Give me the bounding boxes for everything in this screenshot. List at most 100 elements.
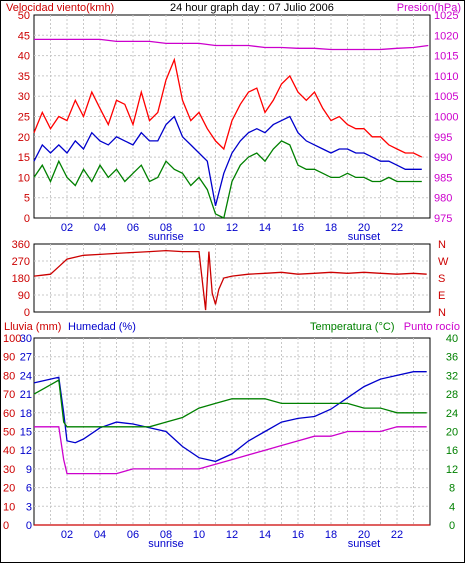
average-line	[33, 115, 422, 206]
humidity-tick-label: 70	[3, 389, 15, 401]
wind-tick-label: 45	[18, 30, 30, 42]
x-tick-label: 04	[94, 529, 106, 541]
temperature-tick-label: 40	[446, 333, 458, 345]
x-tick-label: 14	[259, 529, 271, 541]
pressure-tick-label: 975	[434, 213, 452, 225]
pressure-tick-label: 1020	[434, 30, 458, 42]
pressure-tick-label: 980	[434, 193, 452, 205]
humidity-tick-label: 60	[3, 408, 15, 420]
compass-label: S	[438, 273, 445, 285]
pressure-tick-label: 1025	[434, 10, 458, 22]
compass-label: N	[438, 239, 446, 251]
humidity-tick-label: 80	[3, 370, 15, 382]
direction-tick-label: 270	[12, 256, 30, 268]
temperature-tick-label: 0	[449, 520, 455, 532]
humidity-axis-label: Humedad (%)	[68, 321, 136, 333]
humidity-tick-label: 30	[3, 464, 15, 476]
pressure-line	[34, 38, 429, 51]
temperature-tick-label: 32	[446, 370, 458, 382]
x-tick-label: 14	[259, 222, 271, 234]
x-tick-label: 10	[193, 222, 205, 234]
pressure-tick-label: 1010	[434, 71, 458, 83]
x-tick-label: 20	[358, 222, 370, 234]
temperature-tick-label: 8	[449, 483, 455, 495]
wind-tick-label: 0	[24, 213, 30, 225]
sunset-label: sunset	[348, 231, 380, 243]
humidity-tick-label: 0	[3, 520, 9, 532]
rain-tick-label: 27	[20, 352, 32, 364]
x-tick-label: 02	[61, 222, 73, 234]
temperature-axis-label: Temperatura (°C)	[310, 321, 394, 333]
x-tick-label: 08	[160, 529, 172, 541]
x-tick-label: 20	[358, 529, 370, 541]
x-tick-label: 18	[325, 529, 337, 541]
temperature-tick-label: 28	[446, 389, 458, 401]
wind-tick-label: 35	[18, 71, 30, 83]
compass-label: N	[438, 307, 446, 319]
humidity-tick-label: 90	[3, 352, 15, 364]
compass-label: E	[438, 290, 445, 302]
sunset-label: sunset	[348, 538, 380, 550]
x-tick-label: 02	[61, 529, 73, 541]
pressure-tick-label: 1005	[434, 91, 458, 103]
x-tick-label: 18	[325, 222, 337, 234]
direction-tick-label: 90	[18, 290, 30, 302]
wind-tick-label: 20	[18, 132, 30, 144]
rain-tick-label: 6	[26, 483, 32, 495]
humidity-tick-label: 20	[3, 483, 15, 495]
dewpoint-axis-label: Punto rocío	[404, 321, 460, 333]
x-tick-label: 06	[127, 222, 139, 234]
x-tick-label: 04	[94, 222, 106, 234]
direction-tick-label: 360	[12, 239, 30, 251]
direction-tick-label: 0	[24, 307, 30, 319]
gust-line	[33, 57, 423, 158]
pressure-tick-label: 1015	[434, 51, 458, 63]
wind-tick-label: 10	[18, 172, 30, 184]
temperature-line	[33, 379, 427, 428]
humidity-tick-label: 50	[3, 427, 15, 439]
rain-tick-label: 12	[20, 445, 32, 457]
rain-axis-label: Lluvia (mm)	[4, 321, 61, 333]
x-tick-label: 08	[160, 222, 172, 234]
rain-tick-label: 15	[20, 427, 32, 439]
humidity-tick-label: 10	[3, 501, 15, 513]
rain-tick-label: 21	[20, 389, 32, 401]
pressure-tick-label: 995	[434, 132, 452, 144]
temperature-tick-label: 20	[446, 427, 458, 439]
rain-tick-label: 9	[26, 464, 32, 476]
pressure-tick-label: 990	[434, 152, 452, 164]
x-tick-label: 16	[292, 222, 304, 234]
wind-tick-label: 30	[18, 91, 30, 103]
direction-tick-label: 180	[12, 273, 30, 285]
x-tick-label: 22	[391, 529, 403, 541]
humidity-tick-label: 40	[3, 445, 15, 457]
wind-tick-label: 25	[18, 112, 30, 124]
compass-label: W	[438, 256, 449, 268]
chart-title: 24 hour graph day : 07 Julio 2006	[170, 2, 334, 14]
x-tick-label: 12	[226, 222, 238, 234]
wind-axis-label: Velocidad viento(kmh)	[6, 2, 114, 14]
wind-tick-label: 5	[24, 193, 30, 205]
rain-tick-label: 18	[20, 408, 32, 420]
pressure-axis-label: Presión(hPa)	[397, 2, 461, 14]
temperature-tick-label: 16	[446, 445, 458, 457]
direction-line	[33, 249, 427, 311]
x-tick-label: 12	[226, 529, 238, 541]
x-tick-label: 06	[127, 529, 139, 541]
min-line	[33, 140, 422, 219]
dewpoint-line	[34, 426, 427, 475]
temperature-tick-label: 36	[446, 352, 458, 364]
x-tick-label: 22	[391, 222, 403, 234]
temperature-tick-label: 12	[446, 464, 458, 476]
humidity-line	[33, 371, 427, 463]
pressure-tick-label: 1000	[434, 112, 458, 124]
x-tick-label: 10	[193, 529, 205, 541]
sunrise-label: sunrise	[148, 231, 183, 243]
temperature-tick-label: 4	[449, 501, 455, 513]
wind-tick-label: 15	[18, 152, 30, 164]
humidity-tick-label: 100	[3, 333, 21, 345]
rain-tick-label: 24	[20, 370, 32, 382]
x-tick-label: 16	[292, 529, 304, 541]
pressure-tick-label: 985	[434, 172, 452, 184]
